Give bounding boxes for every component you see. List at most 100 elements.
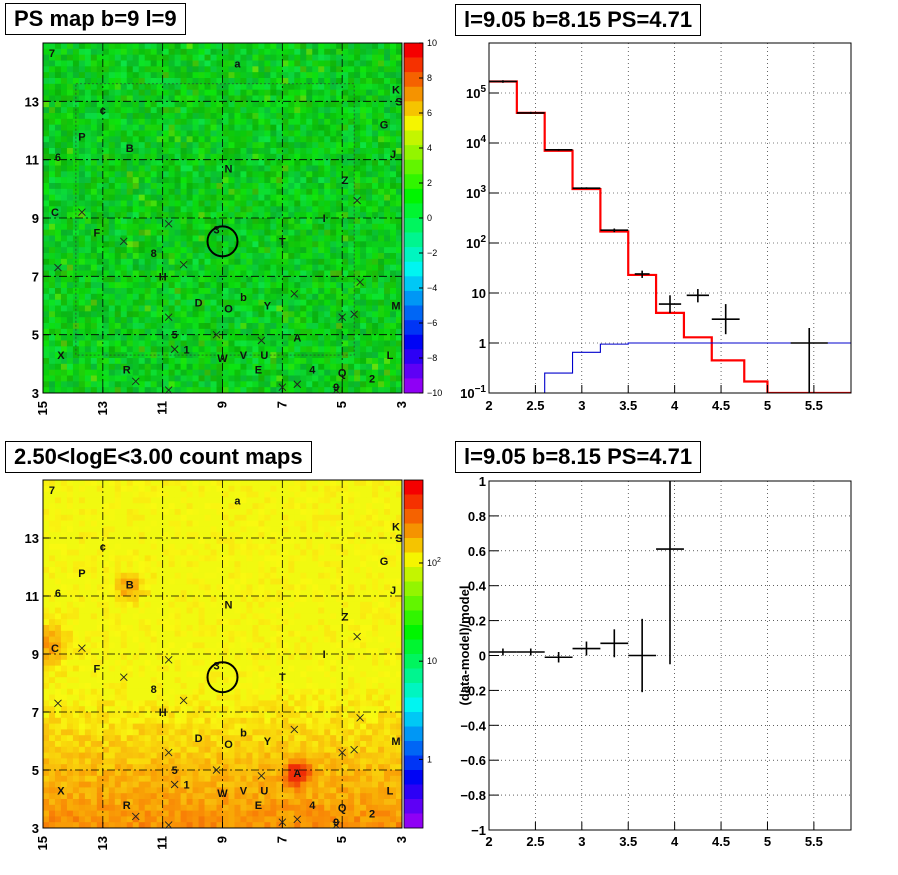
heatmap-cell — [216, 317, 223, 324]
heatmap-cell — [282, 299, 289, 306]
heatmap-cell — [192, 317, 199, 324]
heatmap-cell — [264, 212, 271, 219]
heatmap-cell — [336, 375, 343, 382]
heatmap-cell — [240, 200, 247, 207]
heatmap-cell — [96, 810, 104, 817]
heatmap-cell — [48, 526, 56, 533]
heatmap-cell — [66, 340, 74, 347]
heatmap-cell — [96, 822, 104, 829]
heatmap-cell — [138, 177, 146, 184]
heatmap-cell — [306, 369, 313, 376]
heatmap-cell — [144, 293, 152, 301]
heatmap-cell — [180, 235, 187, 242]
heatmap-cell — [60, 177, 68, 184]
heatmap-cell — [96, 136, 104, 143]
heatmap-cell — [54, 113, 62, 120]
heatmap-cell — [138, 253, 146, 260]
source-label: 2 — [369, 373, 375, 385]
heatmap-cell — [180, 206, 187, 213]
heatmap-cell — [312, 188, 319, 196]
heatmap-cell — [198, 95, 205, 102]
heatmap-cell — [102, 188, 110, 196]
heatmap-cell — [390, 375, 397, 382]
heatmap-cell — [318, 177, 325, 184]
heatmap-cell — [186, 159, 193, 166]
heatmap-cell — [150, 659, 158, 666]
heatmap-cell — [132, 183, 140, 190]
heatmap-cell — [96, 43, 104, 50]
heatmap-cell — [384, 346, 391, 353]
heatmap-cell — [132, 264, 140, 271]
heatmap-cell — [48, 124, 56, 131]
heatmap-cell — [216, 177, 223, 184]
heatmap-cell — [288, 218, 295, 225]
heatmap-cell — [174, 200, 182, 207]
heatmap-cell — [114, 700, 122, 707]
heatmap-cell — [102, 485, 110, 492]
heatmap-cell — [360, 171, 367, 178]
colorbar-tick-label: 0 — [427, 213, 432, 223]
heatmap-cell — [396, 165, 403, 172]
heatmap-cell — [126, 619, 134, 626]
heatmap-cell — [210, 188, 217, 196]
heatmap-cell — [162, 375, 170, 382]
heatmap-cell — [234, 142, 241, 149]
heatmap-cell — [156, 572, 164, 579]
heatmap-cell — [378, 188, 385, 196]
heatmap-cell — [168, 241, 176, 248]
heatmap-cell — [204, 299, 211, 306]
heatmap-cell — [60, 60, 68, 67]
heatmap-cell — [78, 578, 86, 585]
heatmap-cell — [132, 328, 140, 336]
heatmap-cell — [102, 346, 110, 353]
heatmap-cell — [126, 625, 134, 632]
heatmap-cell — [132, 48, 140, 56]
heatmap-cell — [60, 212, 68, 219]
heatmap-cell — [54, 630, 62, 637]
heatmap-cell — [138, 317, 146, 324]
heatmap-cell — [108, 183, 116, 190]
heatmap-cell — [78, 613, 86, 620]
heatmap-cell — [132, 299, 140, 306]
heatmap-cell — [180, 288, 187, 295]
heatmap-cell — [342, 270, 349, 277]
heatmap-cell — [78, 340, 86, 347]
heatmap-cell — [72, 363, 80, 371]
heatmap-cell — [384, 212, 391, 219]
heatmap-cell — [96, 229, 104, 236]
x-tick-label: 11 — [155, 401, 170, 415]
heatmap-cell — [43, 218, 50, 225]
heatmap-cell — [228, 299, 235, 306]
heatmap-cell — [48, 148, 56, 155]
heatmap-cell — [66, 258, 74, 266]
heatmap-cell — [240, 206, 247, 213]
heatmap-cell — [43, 497, 50, 504]
heatmap-cell — [120, 491, 128, 498]
heatmap-cell — [396, 43, 403, 50]
heatmap-cell — [48, 381, 56, 388]
heatmap-cell — [240, 218, 247, 225]
heatmap-cell — [174, 270, 182, 277]
colorbar-cell — [404, 290, 423, 306]
heatmap-cell — [330, 183, 337, 190]
heatmap-cell — [252, 288, 259, 295]
heatmap-cell — [138, 613, 146, 620]
heatmap-cell — [372, 282, 379, 289]
heatmap-cell — [108, 677, 116, 684]
heatmap-cell — [342, 288, 349, 295]
heatmap-cell — [72, 555, 80, 562]
heatmap-cell — [390, 101, 397, 108]
heatmap-cell — [246, 72, 253, 79]
heatmap-cell — [270, 253, 277, 260]
heatmap-cell — [90, 683, 98, 690]
heatmap-cell — [102, 334, 110, 341]
heatmap-cell — [264, 305, 271, 312]
heatmap-cell — [222, 381, 229, 388]
heatmap-cell — [372, 130, 379, 137]
heatmap-cell — [66, 735, 74, 742]
heatmap-cell — [114, 159, 122, 166]
heatmap-cell — [84, 153, 92, 161]
heatmap-cell — [78, 60, 86, 67]
heatmap-cell — [150, 526, 158, 533]
heatmap-cell — [318, 89, 325, 96]
